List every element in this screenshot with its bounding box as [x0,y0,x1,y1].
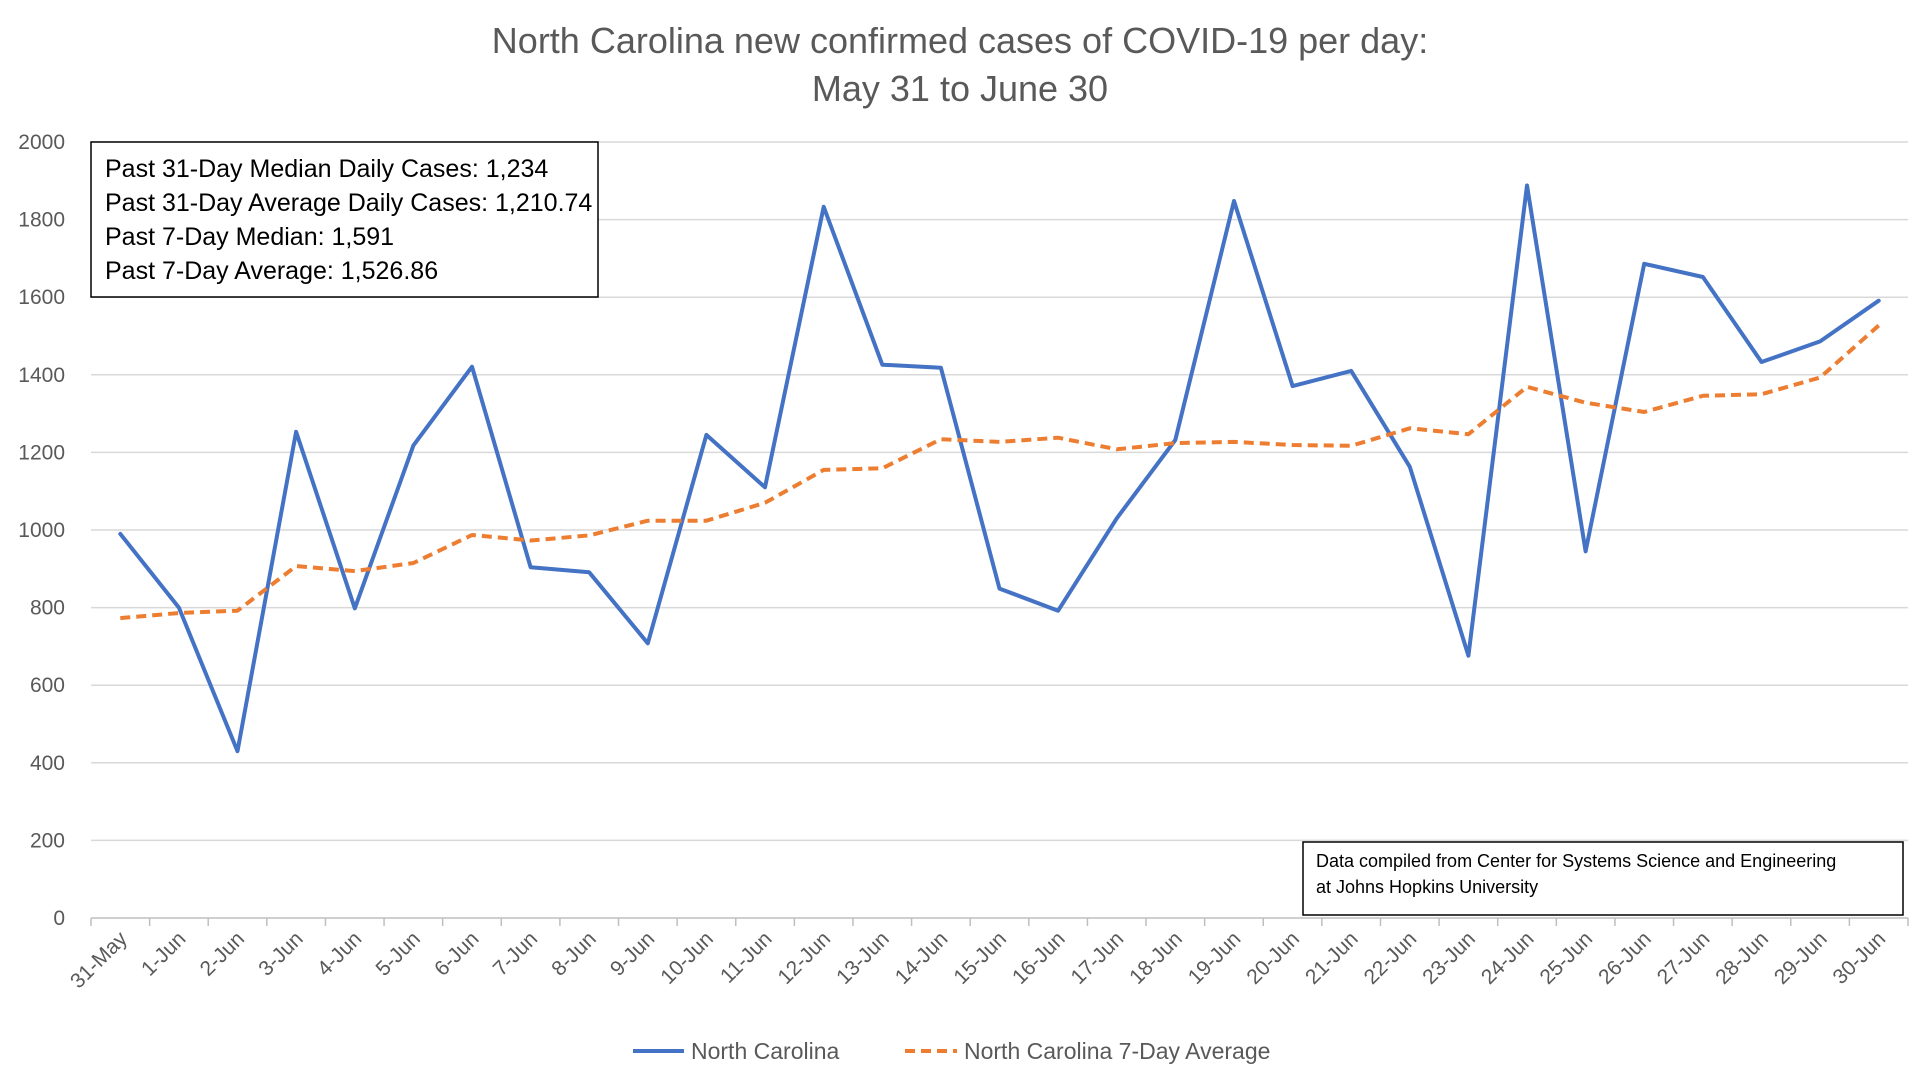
y-tick-label: 1200 [18,441,65,464]
series-line-1 [120,324,1881,621]
y-tick-label: 2000 [18,131,65,154]
x-tick-label: 2-Jun [196,927,249,980]
stats-box: Past 31-Day Median Daily Cases: 1,234 Pa… [90,141,599,298]
x-tick-label: 3-Jun [254,927,307,980]
x-tick-label: 31-May [66,927,132,993]
x-axis-ticks: 31-May 1-Jun 2-Jun 3-Jun 4-Jun 5-Jun 6-Jun 7-Ju… [66,927,1890,993]
chart-title: North Carolina new confirmed cases of CO… [492,20,1428,61]
source-box: Data compiled from Center for Systems Sc… [1302,841,1904,916]
source-line-1: Data compiled from Center for Systems Sc… [1316,851,1836,871]
x-tick-label: 18-Jun [1125,927,1187,989]
x-tick-label: 6-Jun [430,927,483,980]
y-tick-label: 1800 [18,209,65,232]
y-tick-label: 400 [30,752,65,775]
legend: North Carolina North Carolina 7-Day Aver… [633,1038,1270,1064]
x-tick-label: 9-Jun [606,927,659,980]
x-tick-label: 4-Jun [313,927,366,980]
stats-median-31: Past 31-Day Median Daily Cases: 1,234 [105,155,548,183]
y-tick-label: 800 [30,597,65,620]
x-tick-label: 26-Jun [1594,927,1656,989]
x-tick-label: 8-Jun [547,927,600,980]
x-tick-label: 1-Jun [137,927,190,980]
x-tick-label: 20-Jun [1242,927,1304,989]
x-tick-label: 27-Jun [1653,927,1715,989]
y-tick-label: 0 [53,907,65,930]
x-tick-label: 23-Jun [1418,927,1480,989]
y-tick-label: 200 [30,829,65,852]
source-box-frame [1302,841,1904,916]
x-tick-label: 29-Jun [1770,927,1832,989]
x-axis-tick-marks [90,918,1909,926]
x-tick-label: 5-Jun [371,927,424,980]
gridlines [91,141,1908,842]
x-tick-label: 10-Jun [656,927,718,989]
series-lines [118,183,1881,754]
x-tick-label: 24-Jun [1477,927,1539,989]
x-tick-label: 7-Jun [489,927,542,980]
x-tick-label: 25-Jun [1535,927,1597,989]
y-axis-ticks: 0 200 400 600 800 1000 1200 1400 1600 1800 2000 [18,131,65,930]
x-tick-label: 12-Jun [774,927,836,989]
x-tick-label: 22-Jun [1360,927,1422,989]
chart-subtitle: May 31 to June 30 [812,68,1108,109]
x-tick-label: 15-Jun [949,927,1011,989]
y-tick-label: 1400 [18,364,65,387]
x-tick-label: 19-Jun [1184,927,1246,989]
series-line-0 [118,183,1881,754]
stats-average-7: Past 7-Day Average: 1,526.86 [105,257,438,285]
stats-median-7: Past 7-Day Median: 1,591 [105,223,394,251]
y-tick-label: 600 [30,674,65,697]
x-tick-label: 11-Jun [716,927,777,988]
legend-label-7-day-average: North Carolina 7-Day Average [964,1038,1270,1064]
x-tick-label: 17-Jun [1067,927,1129,989]
stats-average-31: Past 31-Day Average Daily Cases: 1,210.7… [105,189,592,217]
x-tick-label: 28-Jun [1711,927,1773,989]
y-tick-label: 1600 [18,286,65,309]
x-tick-label: 16-Jun [1008,927,1070,989]
source-line-2: at Johns Hopkins University [1316,877,1538,897]
stats-box-frame [90,141,599,298]
x-tick-label: 13-Jun [832,927,894,989]
x-tick-label: 30-Jun [1829,927,1891,989]
y-tick-label: 1000 [18,519,65,542]
x-tick-label: 14-Jun [891,927,953,989]
legend-label-north-carolina: North Carolina [691,1038,839,1064]
x-tick-label: 21-Jun [1301,927,1363,989]
